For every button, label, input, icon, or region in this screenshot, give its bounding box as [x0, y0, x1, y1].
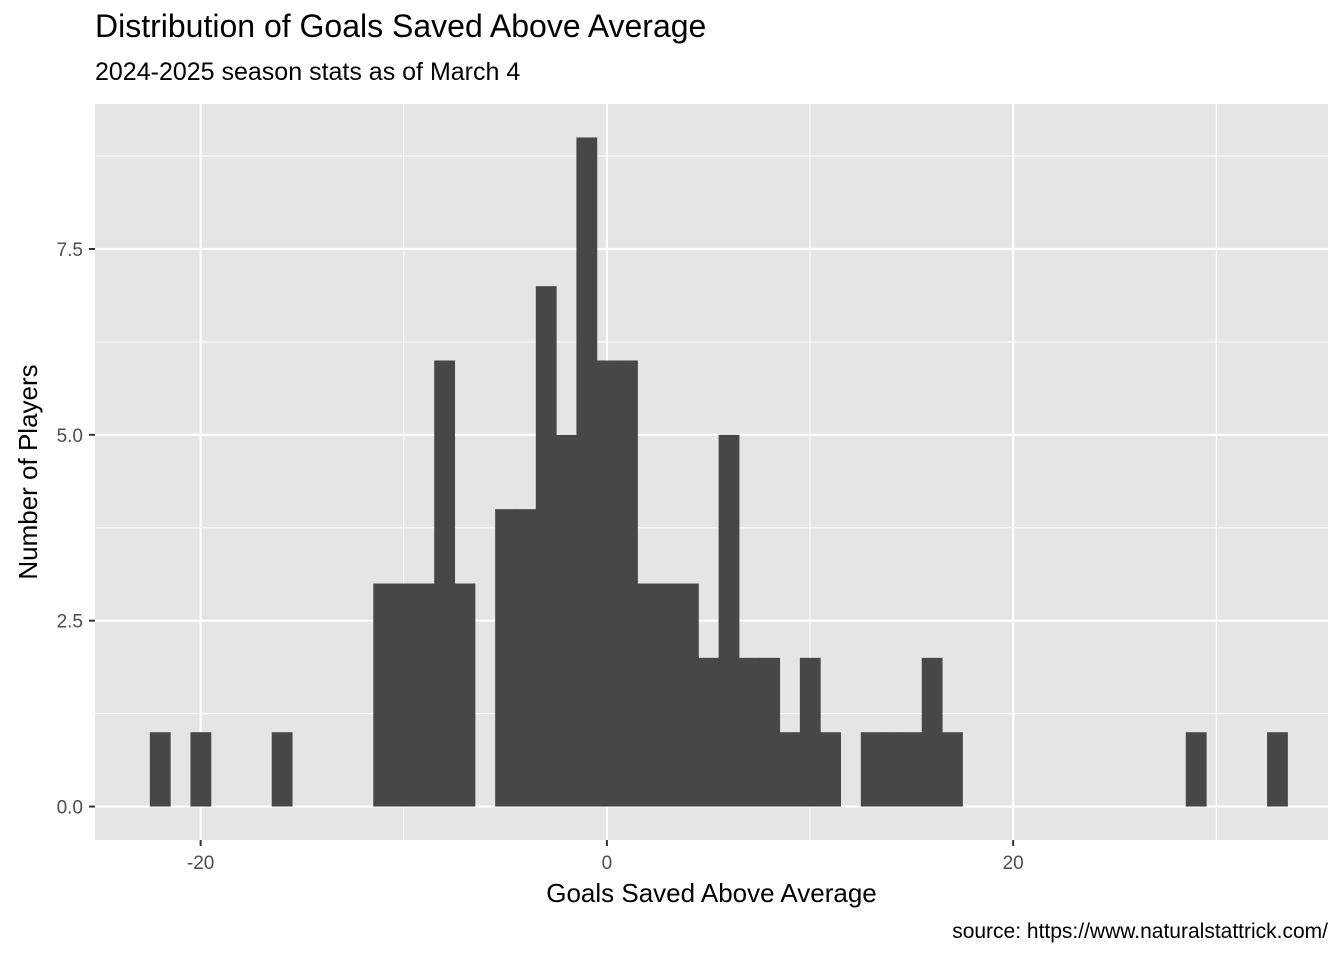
histogram-bar: [759, 657, 781, 807]
histogram-bar: [596, 360, 618, 807]
histogram-bar: [556, 434, 577, 807]
x-axis-title: Goals Saved Above Average: [546, 878, 877, 908]
histogram-bar: [698, 657, 720, 807]
y-tick-label: 7.5: [57, 240, 83, 261]
y-tick-label: 5.0: [57, 426, 83, 447]
y-tick-label: 2.5: [57, 612, 83, 633]
histogram-bar: [434, 360, 456, 807]
histogram-bar: [637, 583, 659, 807]
histogram-bar: [901, 732, 923, 807]
histogram-bar: [617, 360, 638, 807]
y-axis-title: Number of Players: [13, 364, 43, 579]
histogram-bar: [413, 583, 435, 807]
x-tick-label: 20: [1003, 853, 1024, 874]
histogram-bar: [454, 583, 476, 807]
histogram-bar: [271, 732, 293, 807]
histogram-bar: [718, 434, 740, 807]
x-tick-label: 0: [602, 853, 613, 874]
histogram-bars: [149, 137, 1288, 807]
histogram-bar: [515, 509, 537, 807]
histogram-bar: [921, 657, 943, 807]
histogram-bar: [373, 583, 395, 807]
axes: -20 0 20 0.0 2.5 5.0 7.5: [57, 240, 1024, 874]
histogram-bar: [657, 583, 679, 807]
chart-title: Distribution of Goals Saved Above Averag…: [95, 8, 707, 44]
y-tick-label: 0.0: [57, 798, 83, 819]
histogram-bar: [535, 286, 557, 807]
histogram-bar: [779, 732, 801, 807]
histogram-bar: [1267, 732, 1288, 807]
chart-caption: source: https://www.naturalstattrick.com…: [952, 920, 1328, 943]
histogram-bar: [799, 657, 821, 807]
x-tick-label: -20: [187, 853, 214, 874]
histogram-bar: [149, 732, 171, 807]
histogram-bar: [576, 137, 598, 807]
histogram-bar: [1185, 732, 1207, 807]
chart-subtitle: 2024-2025 season stats as of March 4: [95, 58, 521, 86]
histogram-bar: [190, 732, 212, 807]
histogram-bar: [820, 732, 841, 807]
histogram-bar: [393, 583, 415, 807]
histogram-bar: [495, 509, 516, 807]
histogram-bar: [738, 657, 760, 807]
histogram-bar: [942, 732, 963, 807]
histogram-bar: [881, 732, 902, 807]
histogram-bar: [860, 732, 882, 807]
histogram-bar: [677, 583, 699, 807]
